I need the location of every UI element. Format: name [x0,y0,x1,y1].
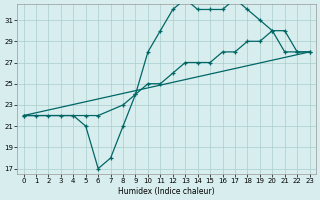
X-axis label: Humidex (Indice chaleur): Humidex (Indice chaleur) [118,187,215,196]
